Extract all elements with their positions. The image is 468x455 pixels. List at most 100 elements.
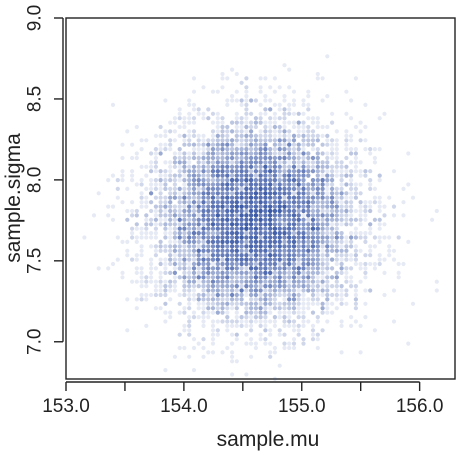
data-point	[339, 297, 344, 302]
data-point	[201, 133, 206, 138]
data-point	[182, 328, 187, 333]
data-point	[206, 350, 211, 355]
data-point	[272, 151, 277, 156]
data-point	[277, 257, 282, 262]
data-point	[191, 120, 197, 125]
data-point	[106, 266, 111, 271]
data-point	[249, 239, 254, 244]
data-point	[187, 315, 192, 320]
data-point	[191, 102, 197, 107]
data-point	[244, 85, 249, 90]
data-point	[287, 235, 292, 240]
data-point	[215, 178, 220, 183]
data-point	[177, 345, 182, 351]
data-point	[249, 200, 254, 205]
data-point	[349, 266, 354, 271]
data-point	[249, 213, 254, 218]
data-point	[268, 208, 273, 214]
data-point	[115, 235, 120, 240]
data-point	[149, 160, 154, 165]
data-point	[177, 222, 182, 227]
data-point	[172, 354, 177, 359]
data-point	[163, 200, 168, 205]
data-point	[268, 319, 273, 324]
data-point	[168, 253, 173, 258]
data-point	[201, 147, 206, 152]
data-point	[163, 284, 168, 289]
data-point	[253, 222, 258, 227]
data-point	[249, 284, 254, 289]
data-point	[358, 266, 363, 271]
data-point	[187, 191, 192, 196]
data-point	[296, 244, 301, 249]
data-point	[306, 124, 311, 130]
data-point	[253, 244, 258, 249]
data-point	[325, 310, 330, 315]
data-point	[220, 164, 225, 169]
data-point	[268, 235, 273, 240]
data-point	[363, 138, 368, 143]
data-point	[253, 253, 258, 258]
data-point	[215, 275, 220, 280]
data-point	[210, 337, 216, 342]
data-point	[344, 213, 349, 218]
data-point	[258, 244, 263, 249]
data-point	[268, 279, 273, 284]
data-point	[434, 279, 439, 284]
data-point	[225, 164, 230, 169]
data-point	[310, 248, 316, 253]
data-point	[368, 182, 373, 187]
data-point	[282, 226, 287, 231]
data-point	[206, 147, 211, 152]
data-point	[182, 164, 187, 169]
data-point	[268, 208, 273, 214]
data-point	[177, 107, 182, 112]
data-point	[234, 182, 239, 187]
data-point	[315, 226, 320, 231]
data-point	[396, 261, 401, 267]
data-point	[225, 173, 230, 178]
data-point	[230, 138, 235, 143]
data-point	[239, 191, 244, 196]
data-point	[258, 208, 263, 214]
data-point	[263, 266, 268, 271]
data-point	[263, 270, 268, 275]
data-point	[191, 257, 197, 262]
data-point	[191, 89, 197, 94]
data-point	[239, 129, 244, 134]
data-point	[172, 253, 177, 258]
data-point	[177, 173, 182, 178]
data-point	[301, 275, 306, 280]
data-point	[153, 147, 158, 152]
data-point	[306, 301, 311, 306]
data-point	[315, 301, 320, 306]
data-point	[196, 111, 201, 116]
data-point	[206, 178, 211, 183]
data-point	[215, 328, 220, 333]
data-point	[249, 151, 254, 156]
data-point	[368, 151, 373, 156]
data-point	[177, 213, 182, 218]
data-point	[234, 204, 239, 209]
data-point	[120, 173, 125, 178]
data-point	[306, 200, 311, 205]
data-point	[291, 111, 297, 116]
data-point	[258, 323, 263, 328]
data-point	[291, 341, 297, 346]
data-point	[163, 200, 168, 205]
data-point	[163, 133, 168, 138]
data-point	[339, 301, 344, 306]
data-point	[249, 133, 254, 138]
data-point	[134, 213, 139, 218]
data-point	[230, 359, 235, 364]
data-point	[363, 173, 368, 178]
data-point	[187, 292, 192, 298]
data-point	[277, 195, 282, 200]
data-point	[249, 191, 254, 196]
data-point	[291, 226, 297, 231]
data-point	[187, 328, 192, 333]
data-point	[153, 292, 158, 298]
data-point	[296, 186, 301, 191]
data-point	[301, 204, 306, 209]
data-point	[277, 266, 282, 271]
